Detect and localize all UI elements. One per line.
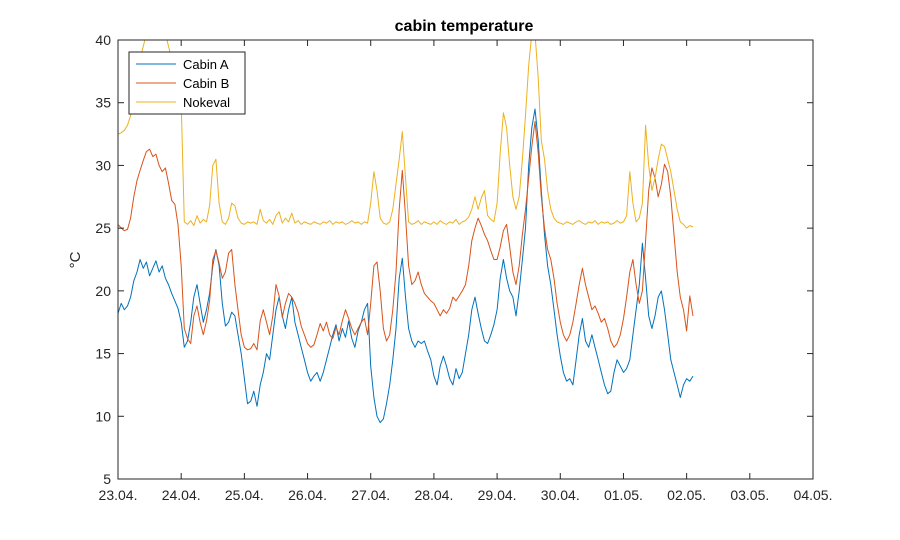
x-tick-label: 04.05. — [794, 487, 833, 503]
x-tick-label: 24.04. — [162, 487, 201, 503]
x-tick-label: 25.04. — [225, 487, 264, 503]
y-tick-label: 10 — [95, 408, 111, 424]
x-axis: 23.04. 24.04. 25.04. 26.04. 27.04. 28.04. 29.0… — [99, 40, 833, 503]
legend-label-nokeval: Nokeval — [183, 95, 230, 110]
x-tick-label: 01.05. — [604, 487, 643, 503]
x-tick-label: 02.05. — [667, 487, 706, 503]
y-tick-label: 40 — [95, 32, 111, 48]
x-tick-label: 28.04. — [414, 487, 453, 503]
y-tick-label: 5 — [103, 471, 111, 487]
x-tick-label: 29.04. — [478, 487, 517, 503]
series-line-cabin-a — [118, 108, 694, 424]
series-layer — [118, 40, 694, 424]
legend: Cabin A Cabin B Nokeval — [128, 51, 246, 115]
x-tick-label: 30.04. — [541, 487, 580, 503]
series-line-nokeval — [118, 40, 694, 229]
y-tick-label: 25 — [95, 220, 111, 236]
x-tick-label: 03.05. — [730, 487, 769, 503]
y-axis-label: °C — [67, 251, 84, 268]
x-tick-label: 27.04. — [351, 487, 390, 503]
y-axis: 5 10 15 20 25 30 35 40 — [95, 32, 813, 487]
x-tick-label: 26.04. — [288, 487, 327, 503]
axes-box — [117, 39, 814, 480]
y-tick-label: 35 — [95, 95, 111, 111]
legend-label-cabin-b: Cabin B — [183, 76, 229, 91]
series-line-cabin-b — [118, 121, 694, 351]
legend-label-cabin-a: Cabin A — [183, 57, 229, 72]
x-tick-label: 23.04. — [99, 487, 138, 503]
y-tick-label: 30 — [95, 157, 111, 173]
y-tick-label: 15 — [95, 346, 111, 362]
y-tick-label: 20 — [95, 283, 111, 299]
chart-title: cabin temperature — [395, 18, 534, 35]
